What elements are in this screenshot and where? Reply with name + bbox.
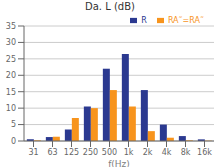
svg-text:5: 5 <box>11 120 16 129</box>
svg-text:63: 63 <box>47 148 57 157</box>
svg-text:30: 30 <box>8 38 16 47</box>
html-text:RA˜=RA˜: RA˜=RA˜ <box>167 16 204 25</box>
svg-text:20: 20 <box>8 71 16 80</box>
svg-text:f(Hz): f(Hz) <box>108 159 130 167</box>
svg-text:125: 125 <box>64 148 79 157</box>
svg-text:10: 10 <box>8 104 16 113</box>
svg-text:4k: 4k <box>162 148 172 157</box>
html-text:Da. L (dB): Da. L (dB) <box>85 1 135 12</box>
svg-text:16k: 16k <box>197 148 212 157</box>
svg-text:1k: 1k <box>124 148 134 157</box>
svg-text:35: 35 <box>8 22 16 31</box>
svg-text:2k: 2k <box>143 148 153 157</box>
svg-text:15: 15 <box>8 88 16 97</box>
html-text:R: R <box>141 16 147 25</box>
svg-text:250: 250 <box>83 148 98 157</box>
svg-text:0: 0 <box>11 137 16 146</box>
svg-text:25: 25 <box>8 55 16 64</box>
svg-text:8k: 8k <box>181 148 191 157</box>
svg-text:31: 31 <box>28 148 38 157</box>
svg-text:500: 500 <box>102 148 117 157</box>
